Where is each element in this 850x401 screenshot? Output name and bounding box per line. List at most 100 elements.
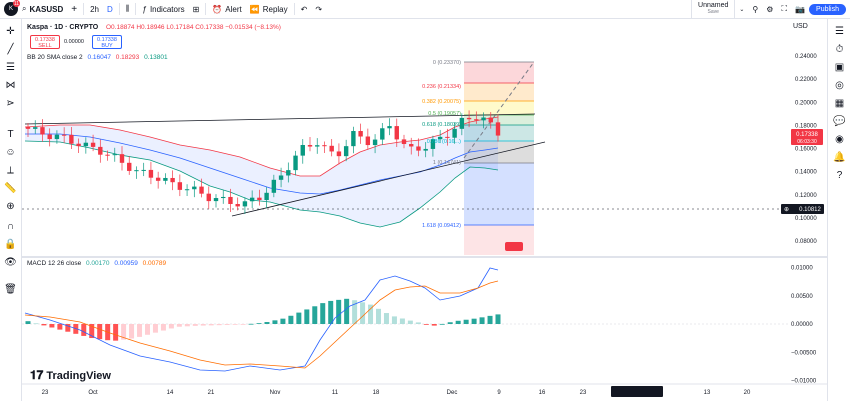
fib-zone-1-1618 [464, 163, 534, 225]
macd-histogram-bar [471, 318, 477, 324]
zoom-in-icon[interactable]: ⊕ [6, 201, 15, 212]
macd-histogram-bar [296, 312, 302, 324]
sell-button[interactable]: 0.17338 SELL [30, 35, 60, 49]
calendar-icon[interactable]: ▦ [834, 98, 845, 109]
fib-projection-line[interactable] [463, 61, 535, 159]
candle-body [488, 117, 493, 123]
candle-body [119, 154, 125, 163]
candle-body [315, 145, 320, 147]
trend-line-icon[interactable]: ╱ [7, 44, 14, 55]
ruler-icon[interactable]: 📏 [4, 183, 17, 194]
macd-histogram [25, 298, 501, 341]
support-trendline[interactable] [231, 141, 546, 217]
candle-body [452, 128, 457, 138]
current-price-value: 0.17338 [796, 132, 818, 138]
macd-histogram-bar [65, 324, 71, 332]
candle-body [141, 169, 146, 171]
help-icon[interactable]: ? [836, 170, 843, 181]
currency-label[interactable]: USD [793, 23, 808, 30]
eye-icon[interactable]: 👁 [4, 257, 17, 268]
notifications-icon[interactable]: 🔔 [833, 152, 846, 163]
candle-body [466, 117, 472, 120]
macd-histogram-bar [415, 322, 421, 324]
macd-histogram-bar [407, 320, 413, 324]
templates-button[interactable]: ⊞ [189, 0, 204, 19]
fib-icon[interactable]: ⋗ [6, 98, 15, 109]
horizontal-lines-icon[interactable]: ☰ [6, 62, 15, 73]
candle-body [358, 131, 363, 137]
candle-body [437, 136, 443, 140]
macd-histogram-bar [391, 316, 397, 324]
macd-histogram-bar [447, 322, 453, 324]
add-symbol-button[interactable]: + [71, 3, 78, 15]
publish-button[interactable]: Publish [809, 3, 846, 15]
current-price-tag [791, 129, 823, 145]
macd-tick-label: −0.00500 [791, 350, 817, 356]
macd-histogram-bar [81, 324, 87, 336]
macd-histogram-bar [383, 313, 389, 324]
bb-legend[interactable]: BB 20 SMA close 2 0.16047 0.18293 0.1380… [27, 54, 168, 61]
lock-icon[interactable]: 🔒 [4, 239, 17, 250]
right-widget-bar: ☰ ⏱ ▣ ◎ ▦ 💬 ◉ 🔔 ? [827, 19, 850, 401]
macd-histogram-bar [57, 324, 63, 330]
layout-menu-button[interactable]: ⌄ [739, 6, 745, 13]
interval-button[interactable]: 2h [90, 4, 100, 14]
trash-icon[interactable]: 🗑 [4, 284, 17, 295]
candle-body [69, 134, 74, 144]
resistance-trendline[interactable] [24, 113, 536, 125]
crosshair-menu-icon[interactable]: ⊕ [784, 207, 789, 213]
measure-icon[interactable]: ⟂ [7, 165, 14, 176]
symbol-legend[interactable]: Kaspa · 1D · CRYPTO O0.18874 H0.18946 L0… [27, 24, 281, 31]
candlestick-series[interactable] [25, 110, 501, 215]
chat-icon[interactable]: ▣ [834, 62, 845, 73]
alert-button[interactable]: ⏰ Alert [212, 4, 242, 14]
macd-tick-label: 0.01000 [791, 266, 813, 272]
undo-icon: ↶ [300, 4, 308, 14]
chat-bubble-icon[interactable]: 💬 [833, 116, 846, 127]
macd-histogram-bar [320, 303, 326, 324]
fullscreen-button[interactable]: ⛶ [777, 0, 791, 19]
macd-histogram-bar [256, 323, 262, 324]
candle-body [206, 193, 211, 202]
macd-histogram-bar [208, 324, 214, 326]
macd-axis[interactable]: 0.01000 0.00500 0.00000 −0.00500 −0.01000 [791, 266, 817, 385]
chart-type-button[interactable]: ⫼ [122, 0, 134, 19]
replay-button[interactable]: ⏪ Replay [249, 4, 288, 14]
undo-button[interactable]: ↶ [297, 0, 312, 19]
podcast-icon[interactable]: ◉ [835, 134, 844, 145]
indicators-button[interactable]: ƒ Indicators [142, 4, 185, 14]
avatar[interactable]: K 11 [4, 0, 20, 16]
candle-body [286, 170, 291, 176]
layout-save-button[interactable]: Unnamed Save [691, 0, 736, 19]
crosshair-icon[interactable]: ✛ [6, 26, 15, 37]
quick-search-button[interactable]: ⚲ [748, 0, 762, 19]
magnet-icon[interactable]: ∩ [6, 221, 15, 232]
settings-button[interactable]: ⚙ [762, 0, 777, 19]
snapshot-button[interactable]: 📷 [791, 0, 809, 19]
price-axis[interactable]: 0.24000 0.22000 0.20000 0.18000 0.16000 0.140… [795, 54, 817, 245]
candle-body [416, 146, 421, 151]
fib-retracement[interactable] [464, 61, 534, 255]
text-icon[interactable]: T [7, 129, 14, 140]
watchlist-icon[interactable]: ☰ [835, 26, 844, 37]
time-tick-label: 23 [580, 390, 587, 396]
candle-body [387, 126, 392, 129]
candle-body [213, 198, 219, 202]
interval-d-button[interactable]: D [107, 4, 113, 14]
search-icon: ⌕ [22, 4, 27, 13]
candle-body [481, 117, 486, 121]
pattern-icon[interactable]: ⋈ [5, 80, 16, 91]
macd-legend[interactable]: MACD 12 26 close 0.00170 0.00959 0.00789 [27, 260, 167, 267]
candle-body [242, 201, 248, 207]
candle-body [155, 177, 161, 181]
icons-icon[interactable]: ☺ [5, 147, 16, 158]
redo-button[interactable]: ↷ [311, 0, 326, 19]
ideas-icon[interactable]: ◎ [835, 80, 844, 91]
bb-lower-line [24, 140, 499, 228]
symbol-search[interactable]: ⌕ KASUSD [22, 4, 64, 14]
crosshair-date-tag [611, 386, 663, 397]
rewind-icon: ⏪ [249, 4, 260, 14]
alerts-clock-icon[interactable]: ⏱ [835, 44, 844, 55]
buy-button[interactable]: 0.17338 BUY [92, 35, 122, 49]
